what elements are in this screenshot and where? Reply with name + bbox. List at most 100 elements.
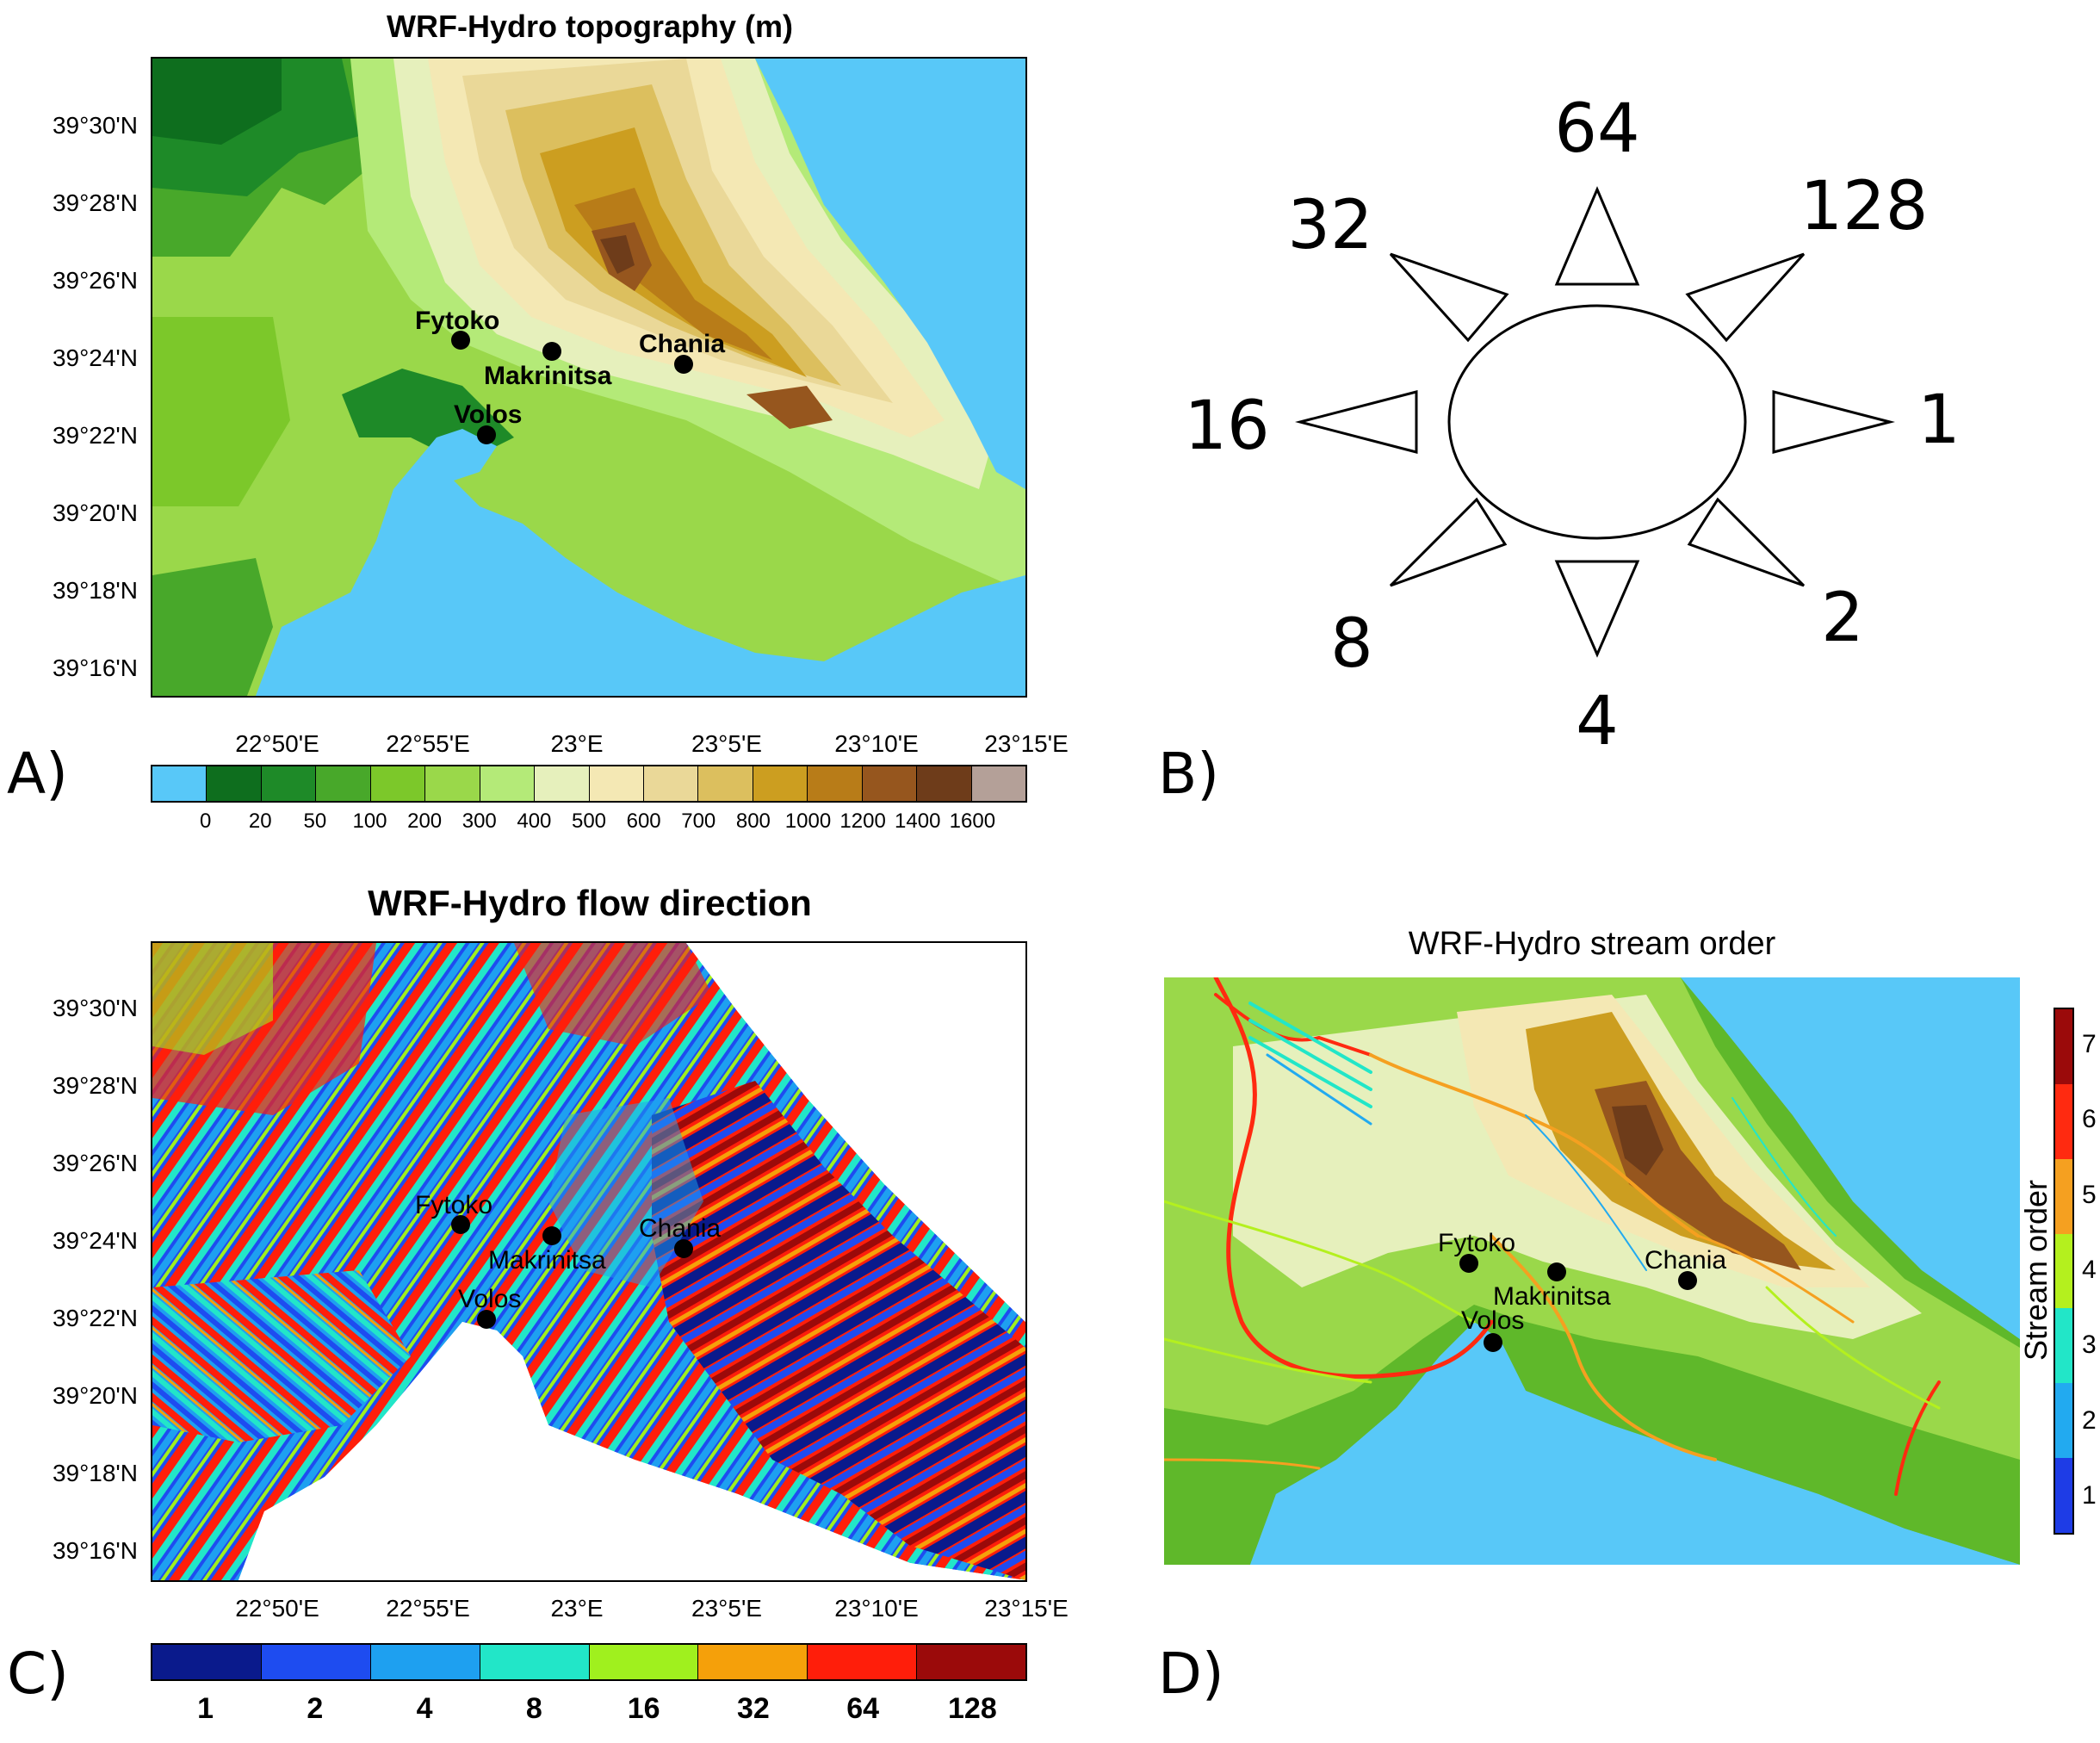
- colorbar-swatch: [261, 1645, 371, 1679]
- lon-label: 23°E: [550, 1595, 604, 1622]
- colorbar-swatch: [2055, 1083, 2072, 1159]
- direction-label-16: 16: [1184, 388, 1270, 465]
- lat-label: 39°30'N: [52, 112, 138, 139]
- volos-marker: [477, 1310, 496, 1329]
- colorbar-label: 1: [2082, 1481, 2097, 1510]
- direction-label-32: 32: [1287, 187, 1373, 264]
- colorbar-swatch: [917, 1645, 1025, 1679]
- colorbar-label: 700: [681, 809, 716, 833]
- volos-marker: [477, 425, 496, 444]
- stream-order-map-image: [1164, 977, 2020, 1565]
- topography-map: Fytoko Makrinitsa Chania Volos: [151, 57, 1027, 698]
- colorbar-swatch: [698, 766, 753, 801]
- colorbar-label: 0: [199, 809, 212, 833]
- makrinitsa-marker: [1547, 1262, 1566, 1281]
- flow-direction-diagram: [1295, 186, 1895, 658]
- lat-label: 39°22'N: [52, 1305, 138, 1331]
- colorbar-label: 8: [525, 1692, 542, 1725]
- direction-label-2: 2: [1821, 580, 1864, 657]
- colorbar-label: 800: [735, 809, 771, 833]
- fytoko-marker: [451, 1215, 470, 1234]
- colorbar-swatch: [2055, 1458, 2072, 1534]
- chania-label: Chania: [1645, 1246, 1727, 1275]
- chania-label: Chania: [639, 1214, 722, 1243]
- chania-marker: [1678, 1271, 1697, 1290]
- lon-label: 23°5'E: [691, 730, 762, 757]
- lat-label: 39°28'N: [52, 1072, 138, 1099]
- colorbar-label: 4: [2082, 1256, 2097, 1284]
- colorbar-swatch: [425, 766, 480, 801]
- lat-label: 39°20'N: [52, 1382, 138, 1409]
- fytoko-label: Fytoko: [415, 1191, 493, 1219]
- colorbar-label: 20: [248, 809, 272, 833]
- panel-d-title: WRF-Hydro stream order: [1408, 926, 1776, 962]
- colorbar-label: 3: [2082, 1331, 2097, 1360]
- lon-label: 22°55'E: [386, 730, 470, 757]
- colorbar-label: 6: [2082, 1105, 2097, 1134]
- colorbar-label: 7: [2082, 1029, 2097, 1058]
- colorbar-swatch: [152, 1645, 262, 1679]
- lat-label: 39°18'N: [52, 1460, 138, 1486]
- lat-label: 39°30'N: [52, 995, 138, 1021]
- colorbar-label: 50: [303, 809, 327, 833]
- makrinitsa-label: Makrinitsa: [484, 362, 612, 390]
- panel-d-letter: D): [1158, 1641, 1224, 1707]
- direction-label-1: 1: [1917, 381, 1961, 459]
- topography-map-image: [152, 59, 1025, 696]
- panel-a-letter: A): [7, 741, 68, 807]
- colorbar-label: 500: [571, 809, 607, 833]
- colorbar-swatch: [261, 766, 317, 801]
- lat-label: 39°16'N: [52, 1537, 138, 1564]
- panel-b-letter: B): [1158, 741, 1220, 807]
- colorbar-swatch: [2055, 1383, 2072, 1459]
- lat-label: 39°18'N: [52, 577, 138, 604]
- lat-label: 39°24'N: [52, 1227, 138, 1254]
- lon-label: 23°10'E: [834, 1595, 919, 1622]
- colorbar-label: 2: [2082, 1405, 2097, 1435]
- flow-direction-map-image: [152, 943, 1025, 1580]
- colorbar-label: 1000: [784, 809, 832, 833]
- colorbar-label: 4: [416, 1692, 433, 1725]
- stream-order-colorbar-title: Stream order: [2018, 1179, 2054, 1362]
- lon-label: 23°15'E: [984, 730, 1069, 757]
- colorbar-label: 1400: [895, 809, 941, 833]
- colorbar-label: 100: [352, 809, 387, 833]
- colorbar-label: 1600: [949, 809, 996, 833]
- colorbar-label: 5: [2082, 1180, 2097, 1209]
- direction-label-4: 4: [1576, 683, 1619, 760]
- fytoko-label: Fytoko: [415, 307, 500, 335]
- panel-a-title: WRF-Hydro topography (m): [387, 9, 793, 44]
- colorbar-swatch: [2055, 1233, 2072, 1309]
- direction-label-64: 64: [1554, 90, 1640, 168]
- lon-label: 22°50'E: [235, 1595, 319, 1622]
- panel-c-letter: C): [7, 1641, 69, 1707]
- fytoko-marker: [1459, 1254, 1478, 1273]
- volos-label: Volos: [1461, 1306, 1525, 1335]
- colorbar-label: 600: [626, 809, 661, 833]
- colorbar-swatch: [370, 766, 426, 801]
- colorbar-swatch: [971, 766, 1025, 801]
- lat-label: 39°28'N: [52, 189, 138, 216]
- colorbar-swatch: [370, 1645, 480, 1679]
- colorbar-swatch: [2055, 1009, 2072, 1084]
- flow-direction-colorbar: [151, 1643, 1027, 1681]
- stream-order-colorbar: [2054, 1008, 2074, 1535]
- colorbar-swatch: [753, 766, 808, 801]
- colorbar-label: 1: [197, 1692, 214, 1725]
- fytoko-marker: [451, 331, 470, 350]
- chania-marker: [674, 355, 693, 374]
- colorbar-label: 2: [307, 1692, 324, 1725]
- colorbar-swatch: [862, 766, 918, 801]
- colorbar-swatch: [535, 766, 590, 801]
- colorbar-swatch: [643, 766, 699, 801]
- colorbar-swatch: [207, 766, 262, 801]
- colorbar-swatch: [917, 766, 972, 801]
- colorbar-swatch: [2055, 1308, 2072, 1384]
- colorbar-label: 400: [517, 809, 552, 833]
- volos-label: Volos: [458, 1285, 522, 1313]
- lon-label: 23°15'E: [984, 1595, 1069, 1622]
- lon-label: 23°E: [550, 730, 604, 757]
- lat-label: 39°26'N: [52, 1150, 138, 1176]
- colorbar-swatch: [316, 766, 371, 801]
- lon-label: 22°55'E: [386, 1595, 470, 1622]
